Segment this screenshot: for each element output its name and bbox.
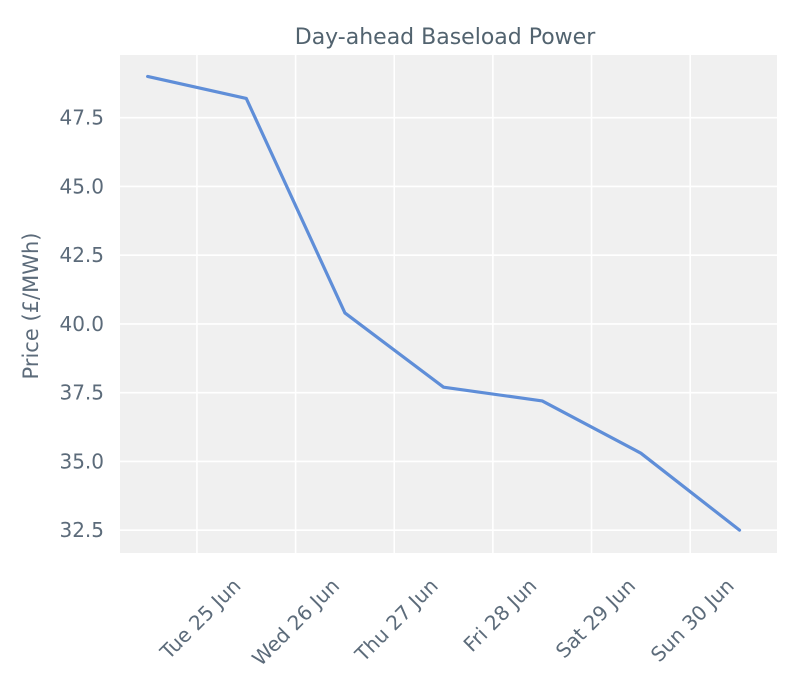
- x-tick-label: Sat 29 Jun: [551, 574, 640, 663]
- x-tick-label: Thu 27 Jun: [349, 574, 442, 667]
- y-tick-label: 40.0: [59, 312, 104, 336]
- x-tick-label: Wed 26 Jun: [247, 574, 344, 671]
- y-tick-label: 35.0: [59, 449, 104, 473]
- gridlines: [120, 55, 777, 553]
- y-tick-label: 47.5: [59, 106, 104, 130]
- price-line: [146, 74, 742, 532]
- y-tick-labels: 32.5 35.0 37.5 40.0 42.5 45.0 47.5: [59, 106, 104, 542]
- price-line-series: [146, 74, 742, 532]
- y-tick-label: 42.5: [59, 243, 104, 267]
- plot-area: [120, 55, 777, 553]
- y-tick-label: 32.5: [59, 518, 104, 542]
- chart-title: Day-ahead Baseload Power: [295, 25, 596, 50]
- y-axis-label: Price (£/MWh): [19, 233, 43, 380]
- x-tick-label: Fri 28 Jun: [459, 574, 542, 657]
- x-tick-labels: Tue 25 Jun Wed 26 Jun Thu 27 Jun Fri 28 Jun…: [155, 574, 739, 671]
- x-tick-label: Sun 30 Jun: [646, 574, 739, 667]
- y-tick-label: 45.0: [59, 174, 104, 198]
- x-tick-label: Tue 25 Jun: [155, 574, 246, 665]
- y-tick-label: 37.5: [59, 381, 104, 405]
